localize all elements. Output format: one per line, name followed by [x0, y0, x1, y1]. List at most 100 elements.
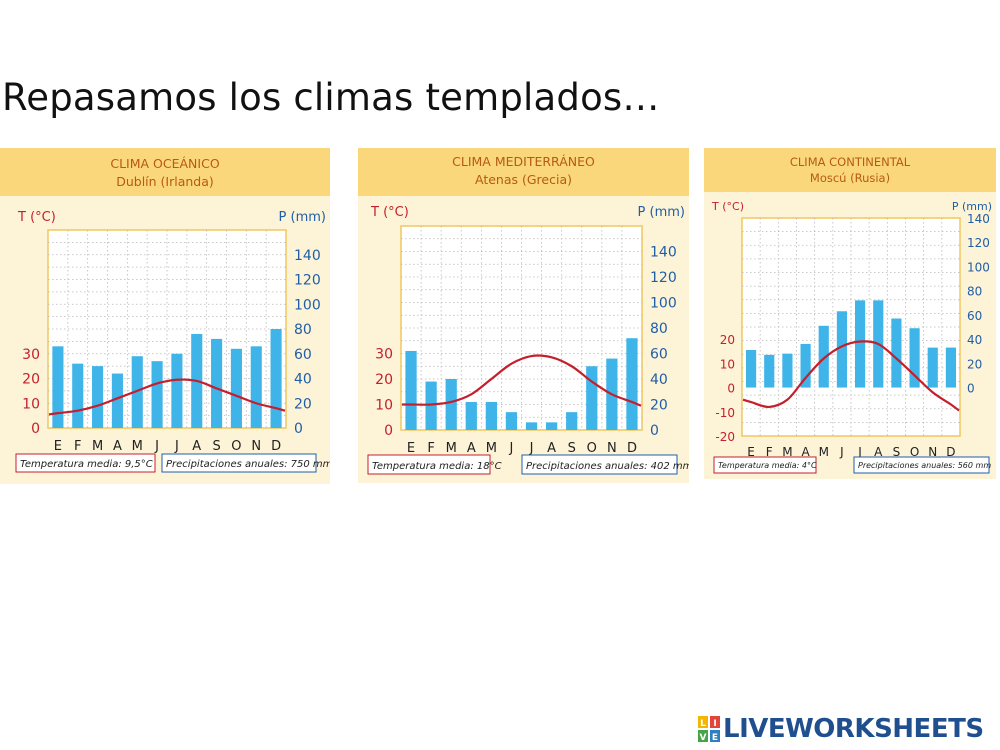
precip-bar	[250, 346, 262, 428]
month-label: S	[893, 445, 901, 459]
precip-bar	[445, 379, 457, 430]
precipitation-tick-label: 0	[967, 382, 975, 396]
month-label: A	[874, 445, 883, 459]
precip-bar	[836, 311, 848, 388]
mean-temperature-box	[713, 456, 817, 474]
precip-bar	[818, 325, 829, 388]
precip-bar	[566, 412, 578, 430]
annual-precipitation-box	[521, 454, 678, 475]
chart-header-band	[358, 148, 689, 196]
temperature-tick-label: -10	[715, 406, 735, 420]
climograph-continental: CLIMA CONTINENTAL Moscú (Rusia) T (°C) P (m…	[704, 148, 996, 479]
chart-title: CLIMA MEDITERRÁNEO	[452, 154, 595, 169]
month-label: J	[174, 439, 179, 454]
chart-subtitle: Dublín (Irlanda)	[116, 174, 214, 189]
month-label: N	[251, 439, 261, 454]
precip-bar	[485, 401, 497, 430]
month-label: F	[427, 441, 434, 456]
precipitation-tick-label: 120	[650, 270, 677, 286]
mean-temperature-text: Temperatura media: 4°C	[718, 461, 817, 470]
precipitation-tick-label: 140	[650, 245, 677, 261]
precip-bar	[230, 348, 242, 428]
chart-subtitle: Moscú (Rusia)	[810, 171, 890, 185]
temperature-tick-label: 10	[375, 398, 393, 414]
precipitation-tick-label: 120	[294, 273, 321, 289]
precip-bar	[270, 329, 282, 428]
svg-text:V: V	[700, 733, 707, 742]
temperature-tick-label: 10	[22, 396, 40, 412]
month-label: F	[766, 445, 773, 459]
chart-header-band	[0, 148, 330, 196]
mean-temperature-text: Temperatura media: 18°C	[372, 461, 502, 472]
precipitation-axis-label: P (mm)	[638, 205, 685, 220]
month-label: M	[132, 439, 143, 454]
month-label: J	[154, 439, 159, 454]
month-label: D	[271, 439, 281, 454]
precipitation-tick-label: 120	[967, 236, 990, 250]
precip-bar	[52, 346, 64, 428]
precipitation-axis-label: P (mm)	[952, 200, 992, 213]
chart-header-band	[704, 148, 996, 192]
month-label: D	[627, 441, 637, 456]
annual-precipitation-text: Precipitaciones anuales: 560 mm	[858, 461, 991, 470]
temperature-axis-label: T (°C)	[711, 200, 744, 213]
precip-bar	[92, 366, 104, 428]
svg-text:L: L	[700, 719, 706, 729]
temperature-tick-label: 30	[22, 347, 40, 363]
precipitation-tick-label: 0	[650, 423, 659, 439]
precip-bar	[425, 381, 437, 430]
temperature-line	[48, 378, 286, 416]
precip-bar	[927, 347, 938, 388]
page-title: Repasamos los climas templados…	[2, 76, 660, 119]
month-label: E	[407, 441, 415, 456]
month-label: A	[467, 441, 476, 456]
climograph-mediterranean-svg: CLIMA MEDITERRÁNEO Atenas (Grecia) T (°C) P…	[358, 148, 689, 475]
precip-bar	[764, 354, 775, 388]
precip-bar	[465, 401, 477, 430]
month-label: E	[54, 439, 62, 454]
temperature-axis-label: T (°C)	[370, 205, 409, 220]
climograph-continental-svg: CLIMA CONTINENTAL Moscú (Rusia) T (°C) P (m…	[704, 148, 996, 474]
liveworksheets-logo-icon: L I V E	[698, 716, 720, 742]
precipitation-tick-label: 100	[294, 297, 321, 313]
climograph-oceanic: CLIMA OCEÁNICO Dublín (Irlanda) T (°C) P (m…	[0, 148, 330, 484]
month-label: M	[446, 441, 457, 456]
precip-bar	[505, 412, 518, 430]
month-label: J	[839, 445, 844, 459]
grid	[742, 218, 960, 436]
precip-bar	[171, 353, 183, 428]
month-label: J	[509, 441, 514, 456]
temperature-tick-label: 0	[384, 423, 393, 439]
temperature-line	[742, 340, 960, 412]
annual-precipitation-text: Precipitaciones anuales: 750 mm	[166, 459, 330, 470]
mean-temperature-box	[367, 454, 491, 475]
temperature-tick-label: 10	[720, 357, 735, 371]
month-label: S	[568, 441, 576, 456]
month-label: J	[529, 441, 534, 456]
precipitation-tick-label: 140	[294, 248, 321, 264]
precip-bar	[546, 422, 558, 430]
month-label: D	[946, 445, 955, 459]
precip-bar	[891, 318, 902, 388]
precip-bar	[405, 350, 417, 430]
precip-bar	[131, 356, 143, 428]
month-label: A	[192, 439, 201, 454]
month-label: E	[747, 445, 755, 459]
month-label: N	[928, 445, 937, 459]
liveworksheets-logo-text: LIVEWORKSHEETS	[723, 714, 984, 744]
precipitation-tick-label: 60	[294, 347, 312, 363]
precipitation-tick-label: 40	[294, 372, 312, 388]
temperature-line	[402, 354, 642, 407]
precip-bar	[586, 366, 598, 430]
precip-bar	[800, 343, 811, 388]
precip-bar	[945, 347, 957, 388]
precip-bar	[745, 350, 757, 388]
grid	[401, 226, 642, 430]
temperature-tick-label: 0	[727, 382, 735, 396]
precip-bar	[72, 363, 84, 428]
precipitation-tick-label: 80	[650, 321, 668, 337]
precip-bar	[782, 353, 793, 388]
precipitation-tick-label: 0	[294, 421, 303, 437]
month-label: A	[801, 445, 810, 459]
month-label: A	[113, 439, 122, 454]
